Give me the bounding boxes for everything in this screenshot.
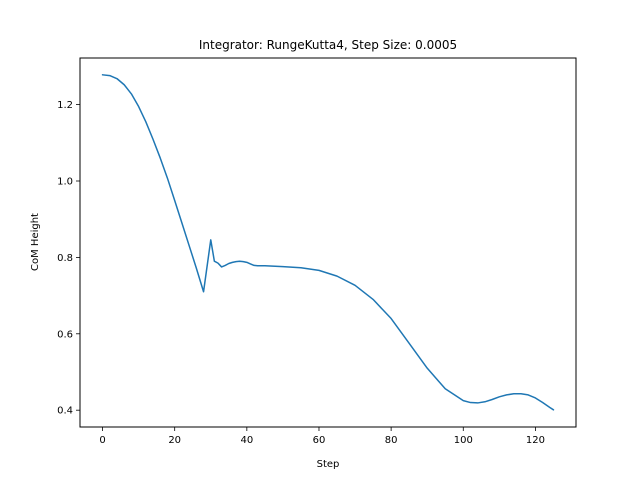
plot-area [101,74,555,411]
y-tick-label: 0.8 [57,253,73,264]
x-tick-label: 60 [313,435,326,446]
series-line [101,74,555,411]
x-tick-label: 80 [385,435,398,446]
x-tick-label: 20 [168,435,181,446]
y-tick-label: 0.6 [57,329,73,340]
x-axis: 0 20 40 60 80 100 120 [99,427,545,446]
plot-frame [79,57,577,428]
x-tick-label: 120 [526,435,545,446]
y-axis: 0.4 0.6 0.8 1.0 1.2 [57,100,80,417]
x-tick-label: 100 [454,435,473,446]
chart-title: Integrator: RungeKutta4, Step Size: 0.00… [199,38,457,52]
x-axis-label: Step [317,459,340,470]
y-tick-label: 1.0 [57,177,73,188]
y-tick-label: 0.4 [57,406,73,417]
x-tick-label: 40 [240,435,253,446]
y-tick-label: 1.2 [57,100,73,111]
y-axis-label: CoM Height [30,213,41,271]
x-tick-label: 0 [99,435,105,446]
